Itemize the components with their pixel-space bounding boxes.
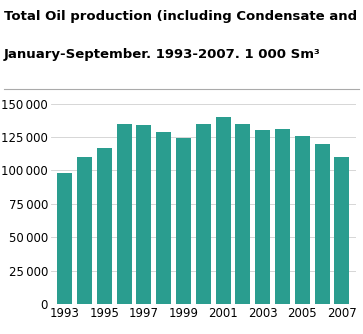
Bar bbox=[216, 117, 231, 304]
Bar bbox=[315, 144, 330, 304]
Bar bbox=[295, 136, 310, 304]
Bar bbox=[57, 173, 72, 304]
Bar bbox=[136, 125, 151, 304]
Bar bbox=[275, 129, 290, 304]
Bar bbox=[236, 124, 250, 304]
Bar bbox=[156, 132, 171, 304]
Bar bbox=[334, 157, 349, 304]
Text: January-September. 1993-2007. 1 000 Sm³: January-September. 1993-2007. 1 000 Sm³ bbox=[4, 48, 321, 61]
Bar bbox=[255, 130, 270, 304]
Bar bbox=[97, 148, 112, 304]
Bar bbox=[196, 124, 211, 304]
Text: Total Oil production (including Condensate and NGL).: Total Oil production (including Condensa… bbox=[4, 10, 363, 23]
Bar bbox=[77, 157, 92, 304]
Bar bbox=[176, 138, 191, 304]
Bar bbox=[117, 124, 131, 304]
